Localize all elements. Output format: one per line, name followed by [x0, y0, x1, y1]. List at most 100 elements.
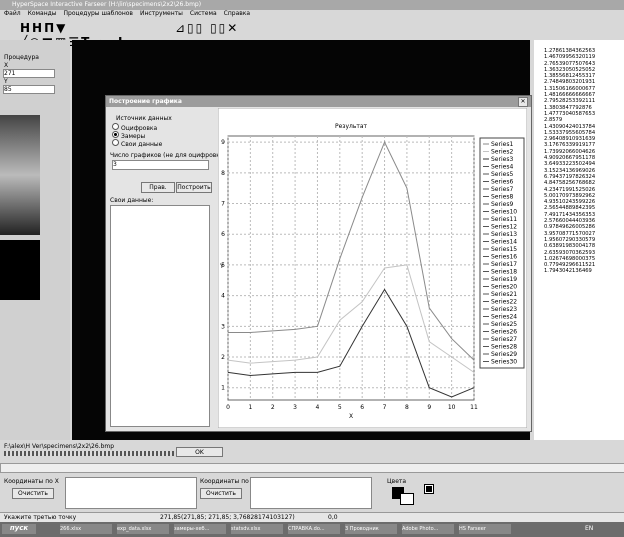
scrollbar[interactable]: [0, 463, 624, 473]
legend-label: Series6: [491, 179, 513, 186]
label: Источник данных: [116, 115, 172, 122]
window-title: HyperSpace Interactive Farseer (H:\lin\s…: [12, 1, 201, 8]
y-tick-label: 8: [221, 170, 225, 177]
legend-label: Series13: [491, 231, 517, 238]
number: 1.7943042136469: [544, 268, 624, 274]
edit-button[interactable]: Прав.: [141, 182, 175, 193]
legend-label: Series1: [491, 141, 513, 148]
numbers-list: 1.278613843625631.467099563201192.765390…: [534, 40, 624, 440]
legend-label: Series3: [491, 156, 513, 163]
legend-label: Series7: [491, 186, 513, 193]
label: Координаты по Y: [200, 478, 254, 485]
radio: [112, 139, 119, 146]
task-item[interactable]: exp_data.xlsx: [117, 524, 169, 534]
legend-label: Series25: [491, 321, 517, 328]
color-swatch[interactable]: [400, 493, 414, 505]
image: [0, 115, 40, 235]
taskbar: пуск 266.xlsx exp_data.xlsx замеры-хеб... st…: [0, 522, 624, 537]
legend-label: Series8: [491, 194, 513, 201]
label: Свои данные:: [110, 197, 153, 204]
dialog: Построение графика ✕ Источник данных Оци…: [105, 95, 532, 432]
label: Цвета: [387, 478, 406, 485]
legend-label: Series22: [491, 299, 517, 306]
radio: [112, 131, 119, 138]
task-item[interactable]: Adobe Photo...: [402, 524, 454, 534]
status-coords: 271,85(271,85; 271,85; 3,76828174103127): [160, 514, 295, 521]
data-box[interactable]: [110, 205, 210, 427]
x-tick-label: 5: [338, 404, 342, 411]
x-tick-label: 6: [360, 404, 364, 411]
dialog-title: Построение графика: [109, 98, 182, 105]
ok-button[interactable]: OK: [176, 447, 223, 457]
menu-item[interactable]: Система: [190, 10, 217, 17]
value: 3: [113, 161, 117, 168]
clear-button[interactable]: Очистить: [12, 488, 54, 499]
task-item[interactable]: СПРАВКА.do...: [288, 524, 340, 534]
legend-label: Series18: [491, 269, 517, 276]
radio-option[interactable]: Свои данные: [112, 139, 202, 147]
legend-label: Series26: [491, 329, 517, 336]
menu-bar: Файл Команды Процедуры шаблонов Инструменты…: [4, 10, 624, 20]
close-button[interactable]: ✕: [518, 97, 528, 107]
legend-label: Series19: [491, 276, 517, 283]
label: Y: [4, 78, 8, 85]
input[interactable]: 271: [3, 69, 55, 78]
toolbar-2: ⊿▯▯ ▯▯✕: [175, 21, 255, 37]
task-item[interactable]: 3 Проводник: [345, 524, 397, 534]
menu-item[interactable]: Процедуры шаблонов: [64, 10, 133, 17]
task-item[interactable]: HS Farseer: [459, 524, 511, 534]
x-tick-label: 2: [271, 404, 275, 411]
menu-item[interactable]: Файл: [4, 10, 21, 17]
start-button[interactable]: пуск: [2, 524, 36, 534]
legend-label: Series10: [491, 209, 517, 216]
legend-label: Series11: [491, 216, 517, 223]
x-tick-label: 0: [226, 404, 230, 411]
task-item[interactable]: 266.xlsx: [60, 524, 112, 534]
build-button[interactable]: Построить: [176, 182, 212, 193]
radio-option[interactable]: Оцифровка: [112, 123, 202, 131]
x-tick-label: 9: [427, 404, 431, 411]
label: Число графиков (не для оцифровки): [110, 152, 226, 159]
legend-label: Series23: [491, 306, 517, 313]
coords-x-box[interactable]: [65, 477, 197, 509]
menu-item[interactable]: Команды: [28, 10, 57, 17]
legend-label: Series5: [491, 171, 513, 178]
legend-label: Series17: [491, 261, 517, 268]
input[interactable]: 85: [3, 85, 55, 94]
legend-label: Series27: [491, 336, 517, 343]
y-axis-label: Y: [219, 263, 224, 270]
legend-label: Series24: [491, 314, 517, 321]
legend-label: Series15: [491, 246, 517, 253]
menu-item[interactable]: Инструменты: [140, 10, 183, 17]
toolbar: ННП▼ ╱○■▥☰T◄━ I━: [20, 21, 140, 37]
legend-label: Series12: [491, 224, 517, 231]
legend-label: Series4: [491, 164, 513, 171]
label: Координаты по X: [4, 478, 59, 485]
clear-button[interactable]: Очистить: [200, 488, 242, 499]
legend-label: Series14: [491, 239, 517, 246]
value: 271: [4, 70, 15, 77]
legend-label: Series16: [491, 254, 517, 261]
legend-label: Series28: [491, 344, 517, 351]
label: X: [4, 62, 8, 69]
text: OK: [195, 449, 204, 456]
task-item[interactable]: замеры-хеб...: [174, 524, 226, 534]
value: 85: [4, 86, 12, 93]
radio-option[interactable]: Замеры: [112, 131, 202, 139]
radio: [112, 123, 119, 130]
progress: [4, 451, 174, 456]
menu-item[interactable]: Справка: [224, 10, 250, 17]
dialog-title-bar: Построение графика ✕: [106, 96, 531, 107]
task-item[interactable]: statsdv.xlsx: [231, 524, 283, 534]
spin-input[interactable]: 3: [112, 160, 209, 170]
text: Очистить: [18, 490, 48, 497]
coords-y-box[interactable]: [250, 477, 372, 509]
label: Процедура: [4, 54, 39, 61]
x-tick-label: 10: [448, 404, 456, 411]
y-tick-label: 2: [221, 354, 225, 361]
legend-label: Series20: [491, 284, 517, 291]
x-tick-label: 8: [405, 404, 409, 411]
bottom-area: F:\alex\H Ver\specimens\2x2\26.bmp OK Ко…: [0, 440, 624, 537]
color-swatch[interactable]: [425, 485, 433, 493]
